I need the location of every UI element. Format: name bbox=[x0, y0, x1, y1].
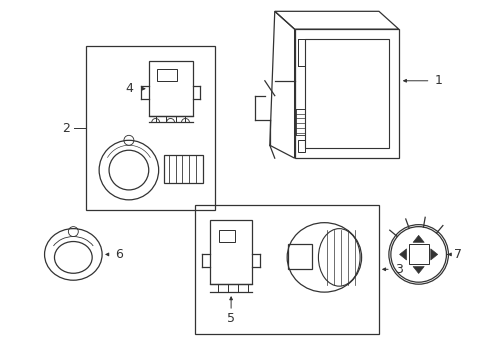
Bar bbox=[408, 244, 427, 264]
Bar bbox=[156, 69, 176, 81]
Bar bbox=[210, 220, 251, 284]
Text: 4: 4 bbox=[125, 82, 133, 95]
Bar bbox=[148, 61, 193, 116]
Bar bbox=[219, 230, 235, 242]
Bar bbox=[297, 140, 304, 152]
Text: 7: 7 bbox=[453, 248, 461, 261]
FancyArrowPatch shape bbox=[412, 266, 423, 274]
Text: 3: 3 bbox=[394, 263, 402, 276]
Text: 5: 5 bbox=[226, 312, 235, 325]
Bar bbox=[287, 244, 312, 269]
FancyArrowPatch shape bbox=[412, 235, 423, 242]
Bar bbox=[163, 155, 203, 183]
Text: 2: 2 bbox=[62, 122, 70, 135]
FancyArrowPatch shape bbox=[430, 249, 437, 260]
Text: 1: 1 bbox=[434, 74, 442, 87]
Bar bbox=[304, 39, 388, 148]
Bar bbox=[86, 46, 215, 210]
FancyArrowPatch shape bbox=[399, 249, 406, 260]
Bar bbox=[195, 205, 378, 334]
Text: 6: 6 bbox=[115, 248, 122, 261]
